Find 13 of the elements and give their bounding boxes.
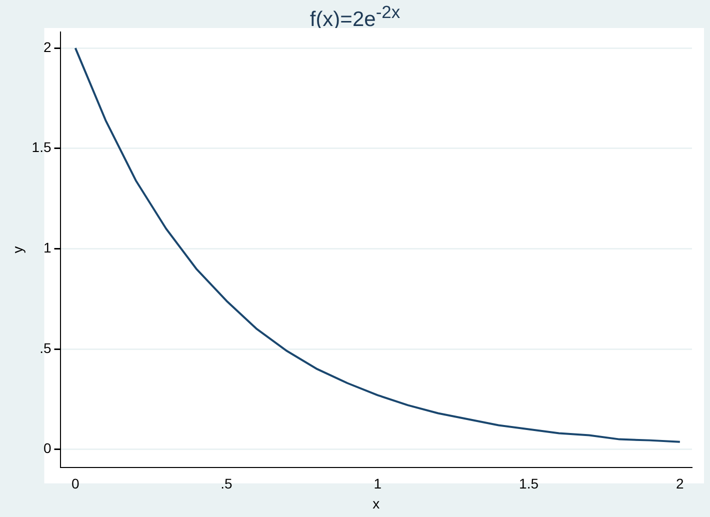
y-tick-label: 0 bbox=[43, 440, 52, 456]
y-tick-label: 1 bbox=[43, 240, 52, 256]
x-axis-title: x bbox=[372, 495, 380, 512]
x-tick-label: .5 bbox=[220, 476, 233, 492]
y-tick-label: 1.5 bbox=[32, 139, 52, 156]
x-tick-label: 2 bbox=[676, 476, 684, 492]
chart-title: f(x)=2e$^{-2x}$ bbox=[308, 2, 402, 32]
x-tick-label: 0 bbox=[71, 476, 80, 492]
x-tick-label: 1 bbox=[374, 476, 382, 492]
y-axis-title: y bbox=[9, 246, 26, 254]
y-tick-label: 2 bbox=[43, 38, 52, 55]
y-tick-label: .5 bbox=[40, 340, 52, 356]
x-tick-label: 1.5 bbox=[519, 476, 539, 492]
